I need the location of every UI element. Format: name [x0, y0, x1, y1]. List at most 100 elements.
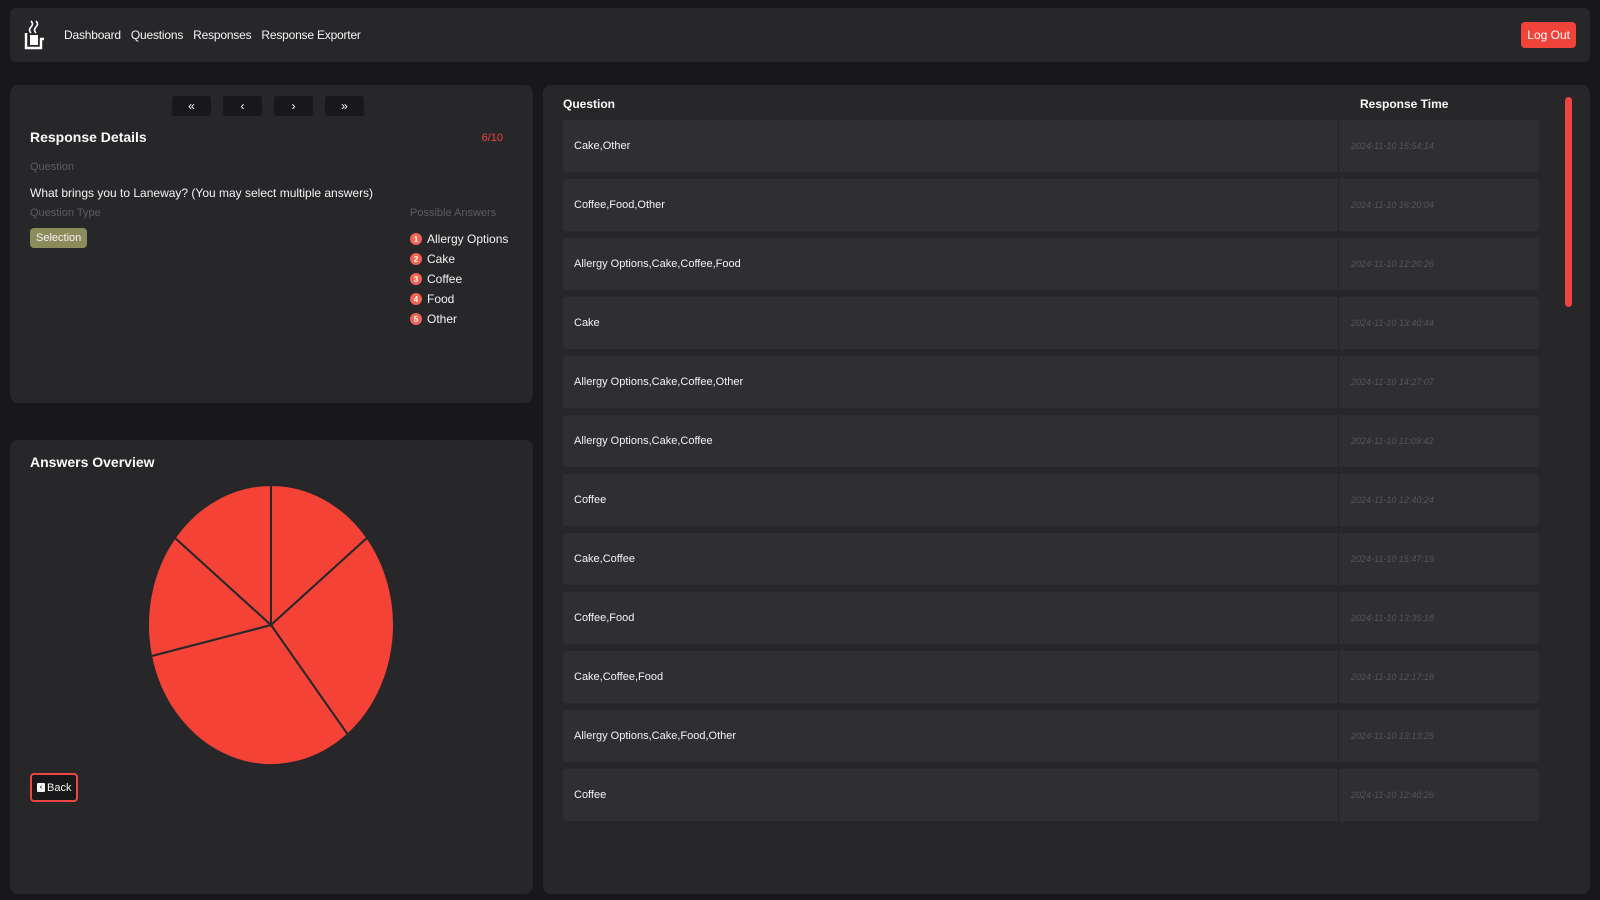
row-response-time: 2024-11-10 16:20:04: [1351, 200, 1434, 210]
row-response-time: 2024-11-10 12:40:26: [1351, 790, 1434, 800]
row-divider: [1338, 533, 1339, 585]
row-response-time: 2024-11-10 13:35:18: [1351, 613, 1434, 623]
row-divider: [1338, 651, 1339, 703]
row-divider: [1338, 120, 1339, 172]
nav-dashboard[interactable]: Dashboard: [64, 28, 121, 42]
number-badge-icon: 5: [410, 313, 422, 325]
question-type-badge: Selection: [30, 228, 88, 248]
pie-slice-coffee[interactable]: [149, 623, 350, 766]
answer-label: Allergy Options: [427, 232, 509, 246]
pie-chart-svg: [147, 483, 395, 766]
responses-table-body: Cake,Other 2024-11-10 15:54:14 Coffee,Food…: [563, 120, 1539, 828]
question-text: What brings you to Laneway? (You may sel…: [30, 186, 374, 200]
row-response-time: 2024-11-10 11:09:42: [1351, 436, 1434, 446]
list-item: 3 Coffee: [410, 269, 508, 289]
nav-response-exporter[interactable]: Response Exporter: [261, 28, 361, 42]
row-response-time: 2024-11-10 13:13:25: [1351, 731, 1434, 741]
number-badge-icon: 2: [410, 253, 422, 265]
answer-label: Food: [427, 292, 455, 306]
answer-label: Coffee: [427, 272, 463, 286]
row-answer: Cake: [574, 317, 600, 329]
pie-slice-allergy-options[interactable]: [270, 483, 369, 628]
response-details-panel: « ‹ › » Response Details 6/10 Question W…: [10, 85, 533, 403]
row-divider: [1338, 769, 1339, 821]
row-divider: [1338, 710, 1339, 762]
row-divider: [1338, 238, 1339, 290]
row-response-time: 2024-11-10 12:40:24: [1351, 495, 1434, 505]
table-scrollbar[interactable]: [1565, 97, 1572, 307]
first-page-button[interactable]: «: [172, 96, 211, 116]
double-chevron-left-icon: «: [188, 99, 195, 113]
table-row[interactable]: Coffee,Food,Other 2024-11-10 16:20:04: [563, 179, 1539, 231]
column-header-question: Question: [563, 97, 616, 111]
row-response-time: 2024-11-10 13:40:44: [1351, 318, 1434, 328]
list-item: 5 Other: [410, 309, 508, 329]
nav-questions[interactable]: Questions: [130, 28, 184, 42]
answers-overview-panel: Answers Overview ‹ Back: [10, 440, 533, 894]
pie-slice-cake[interactable]: [269, 536, 395, 736]
number-badge-icon: 4: [410, 293, 422, 305]
row-response-time: 2024-11-10 12:20:26: [1351, 259, 1434, 269]
pie-slice-other[interactable]: [173, 483, 272, 628]
table-row[interactable]: Coffee 2024-11-10 12:40:24: [563, 474, 1539, 526]
question-label: Question: [30, 161, 75, 173]
row-answer: Allergy Options,Cake,Coffee,Food: [574, 258, 741, 270]
row-divider: [1338, 415, 1339, 467]
table-row[interactable]: Allergy Options,Cake,Coffee 2024-11-10 11…: [563, 415, 1539, 467]
table-row[interactable]: Cake,Other 2024-11-10 15:54:14: [563, 120, 1539, 172]
row-response-time: 2024-11-10 12:17:18: [1351, 672, 1434, 682]
double-chevron-right-icon: »: [341, 99, 348, 113]
table-row[interactable]: Coffee 2024-11-10 12:40:26: [563, 769, 1539, 821]
answer-label: Cake: [427, 252, 456, 266]
row-answer: Cake,Coffee,Food: [574, 671, 664, 683]
table-row[interactable]: Cake,Coffee,Food 2024-11-10 12:17:18: [563, 651, 1539, 703]
previous-page-button[interactable]: ‹: [223, 96, 262, 116]
pie-slice-food[interactable]: [147, 536, 274, 658]
row-divider: [1338, 179, 1339, 231]
row-response-time: 2024-11-10 15:54:14: [1351, 141, 1434, 151]
chevron-right-icon: ›: [291, 99, 296, 113]
row-answer: Cake,Coffee: [574, 553, 635, 565]
list-item: 4 Food: [410, 289, 508, 309]
nav-responses[interactable]: Responses: [193, 28, 252, 42]
table-row[interactable]: Allergy Options,Cake,Coffee,Other 2024-11…: [563, 356, 1539, 408]
top-navbar: Dashboard Questions Responses Response E…: [10, 8, 1590, 62]
answer-label: Other: [427, 312, 458, 326]
response-counter: 6/10: [481, 132, 503, 144]
possible-answers-list: 1 Allergy Options 2 Cake 3 Coffee 4 Food…: [410, 229, 508, 329]
back-button[interactable]: ‹ Back: [30, 773, 79, 802]
row-divider: [1338, 356, 1339, 408]
answers-pie-chart: [146, 482, 396, 773]
response-pager: « ‹ › »: [172, 96, 364, 116]
chevron-left-icon: ‹: [240, 99, 245, 113]
row-divider: [1338, 592, 1339, 644]
next-page-button[interactable]: ›: [274, 96, 313, 116]
row-answer: Cake,Other: [574, 140, 631, 152]
row-answer: Allergy Options,Cake,Coffee,Other: [574, 376, 744, 388]
nav-links: Dashboard Questions Responses Response E…: [64, 28, 361, 42]
table-row[interactable]: Allergy Options,Cake,Coffee,Food 2024-11-…: [563, 238, 1539, 290]
table-row[interactable]: Coffee,Food 2024-11-10 13:35:18: [563, 592, 1539, 644]
row-answer: Coffee: [574, 789, 607, 801]
table-row[interactable]: Cake,Coffee 2024-11-10 15:47:19: [563, 533, 1539, 585]
row-response-time: 2024-11-10 14:27:07: [1351, 377, 1434, 387]
number-badge-icon: 1: [410, 233, 422, 245]
responses-table-panel: Question Response Time Cake,Other 2024-11…: [543, 85, 1590, 894]
row-response-time: 2024-11-10 15:47:19: [1351, 554, 1434, 564]
last-page-button[interactable]: »: [325, 96, 364, 116]
answers-overview-title: Answers Overview: [30, 454, 155, 470]
table-row[interactable]: Cake 2024-11-10 13:40:44: [563, 297, 1539, 349]
response-details-title: Response Details: [30, 129, 147, 145]
row-answer: Allergy Options,Cake,Food,Other: [574, 730, 737, 742]
row-answer: Allergy Options,Cake,Coffee: [574, 435, 713, 447]
list-item: 2 Cake: [410, 249, 508, 269]
arrow-left-square-icon: ‹: [37, 783, 45, 792]
number-badge-icon: 3: [410, 273, 422, 285]
table-row[interactable]: Allergy Options,Cake,Food,Other 2024-11-1…: [563, 710, 1539, 762]
column-header-response-time: Response Time: [1360, 97, 1449, 111]
log-out-button[interactable]: Log Out: [1521, 22, 1576, 48]
row-answer: Coffee: [574, 494, 607, 506]
row-divider: [1338, 297, 1339, 349]
possible-answers-label: Possible Answers: [410, 207, 497, 219]
coffee-cup-logo-icon[interactable]: [24, 19, 46, 51]
